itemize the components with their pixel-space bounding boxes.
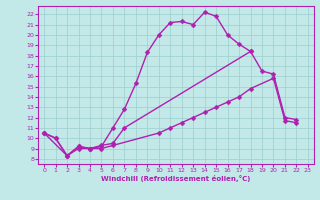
X-axis label: Windchill (Refroidissement éolien,°C): Windchill (Refroidissement éolien,°C) (101, 175, 251, 182)
